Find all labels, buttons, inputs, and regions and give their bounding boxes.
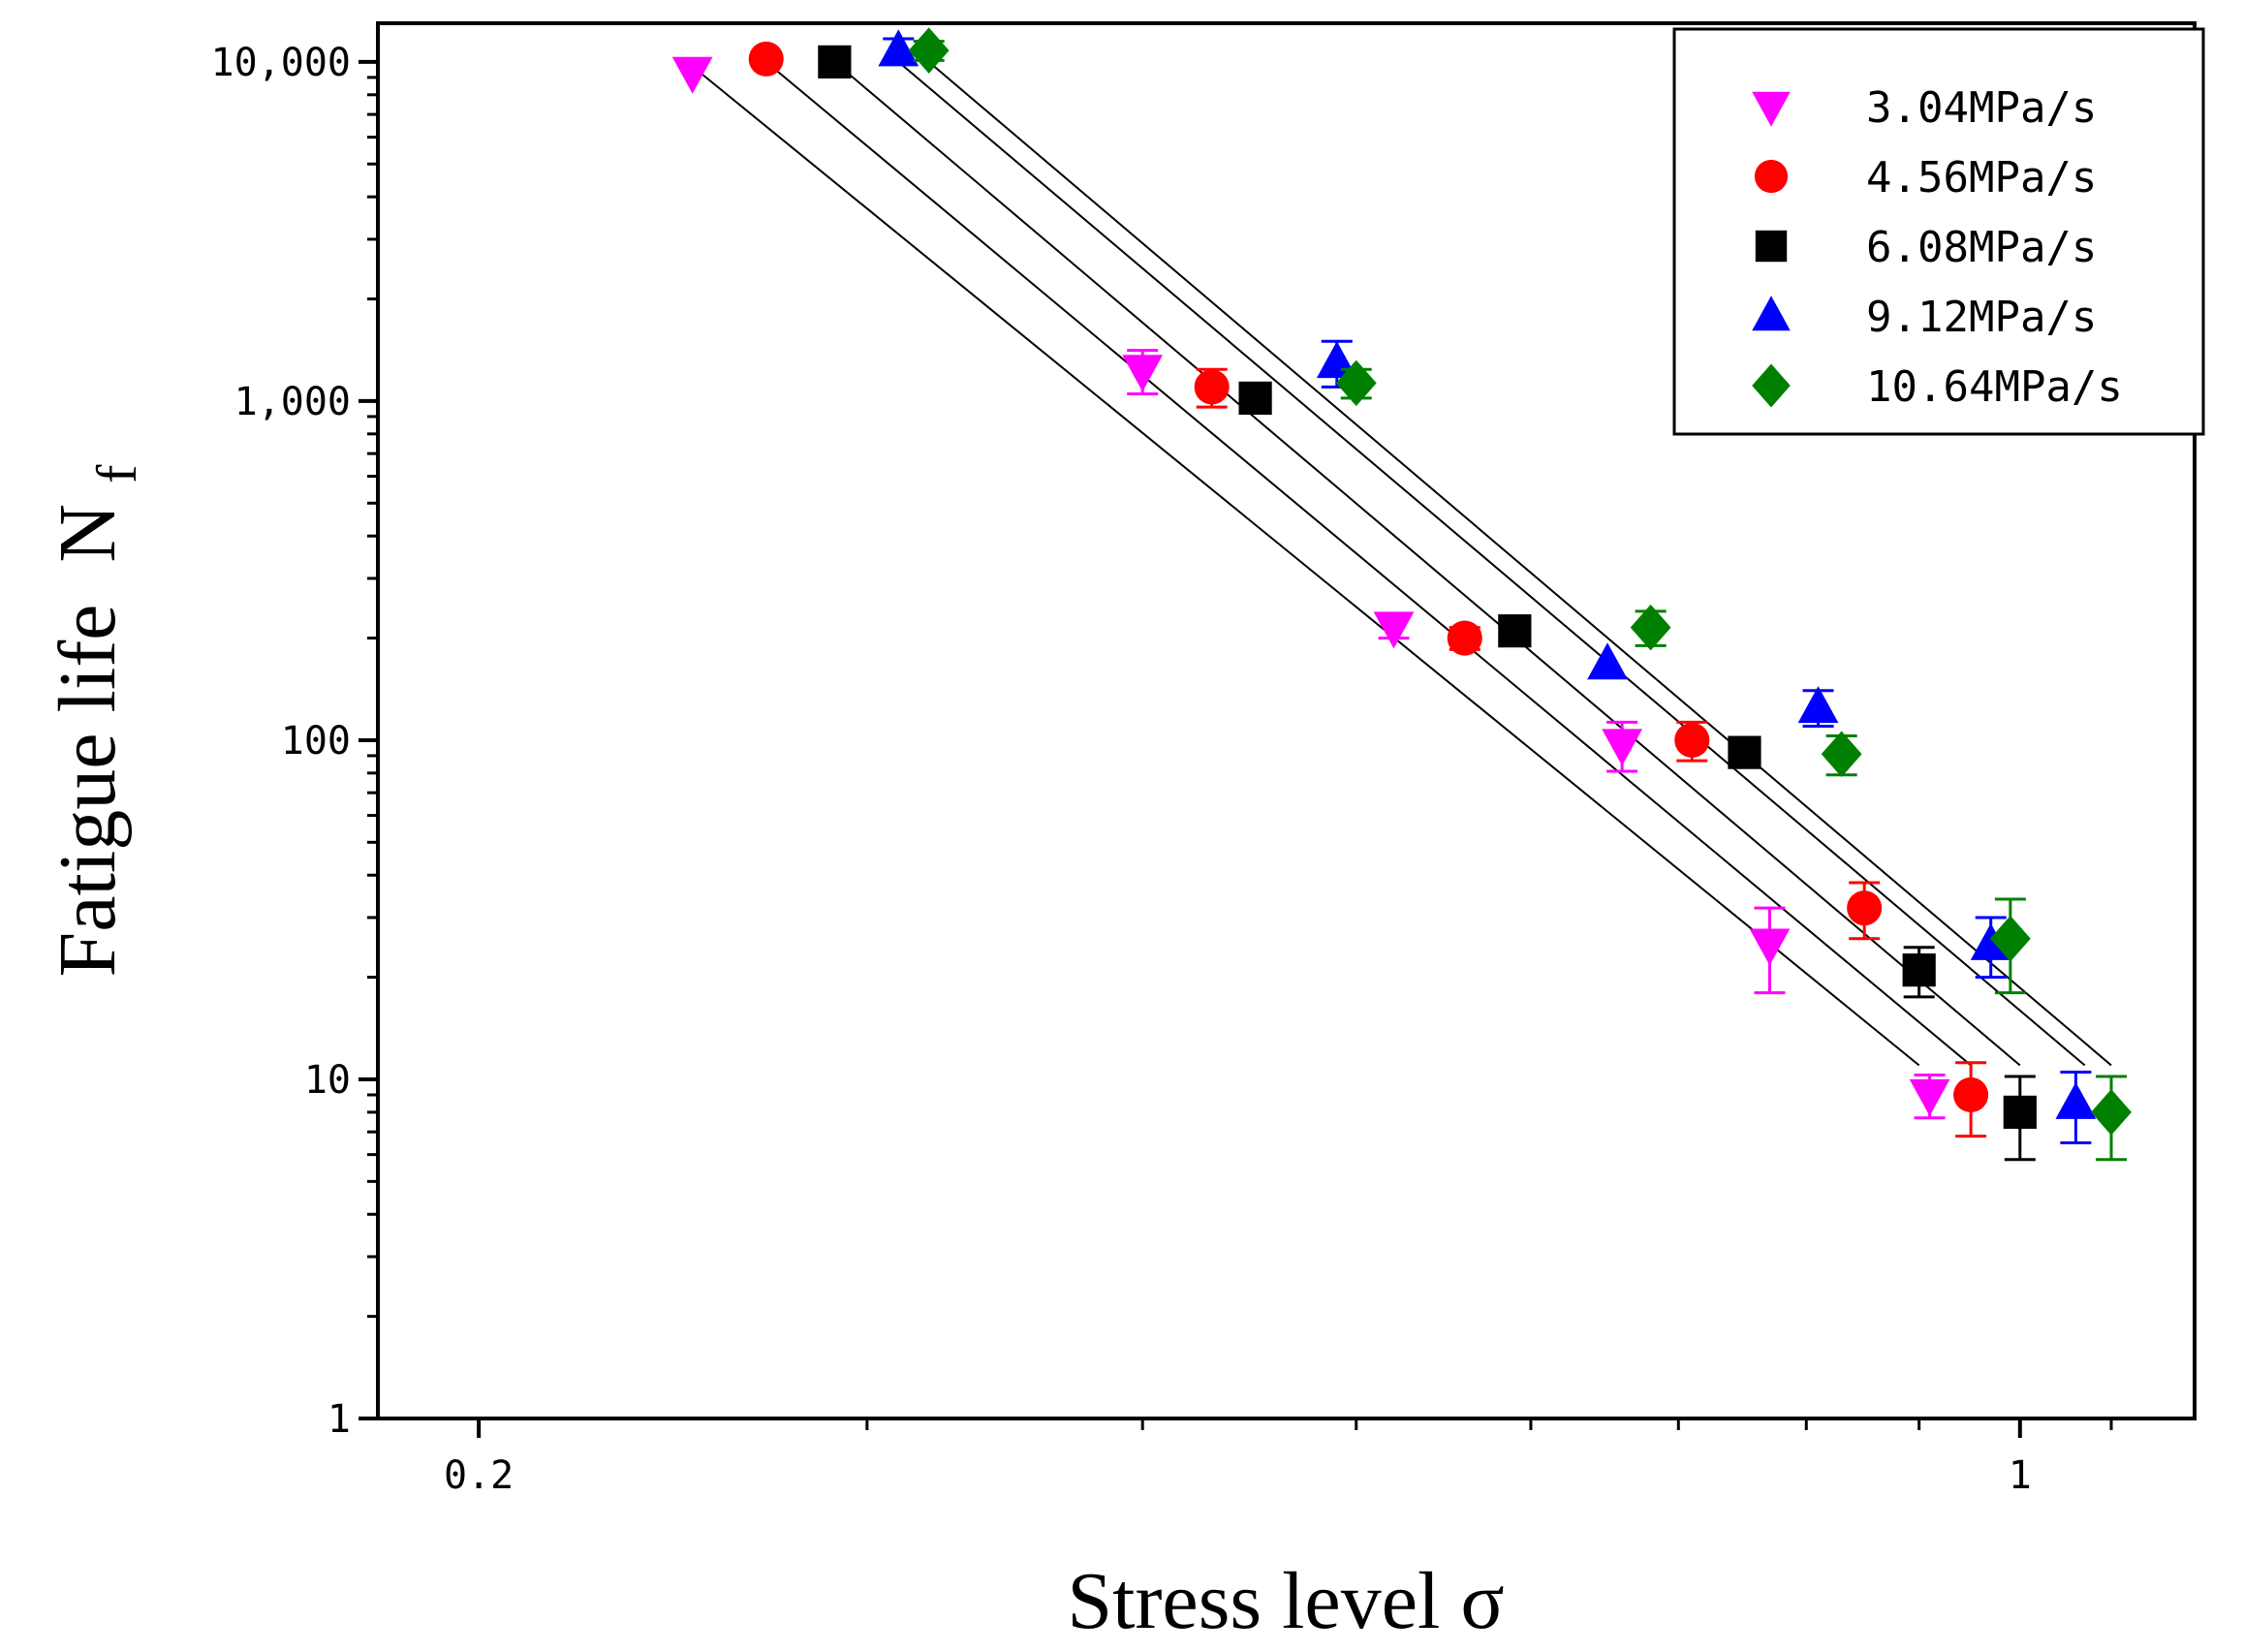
data-point	[1587, 642, 1628, 680]
data-point	[1122, 355, 1164, 392]
y-axis-title-main: Fatigue life	[43, 605, 133, 978]
y-tick-label: 10,000	[211, 41, 352, 85]
data-point	[818, 45, 852, 78]
fit-line	[897, 61, 2086, 1067]
y-tick-label: 1	[327, 1397, 351, 1442]
y-axis-title: Fatigue life N f	[43, 464, 148, 978]
y-axis-title-symbol: N	[43, 504, 133, 563]
data-point	[1335, 359, 1377, 407]
fit-line	[928, 61, 2112, 1067]
legend-marker	[1752, 363, 1791, 408]
data-point	[1373, 611, 1415, 649]
legend-label: 6.08MPa/s	[1866, 223, 2097, 272]
data-point	[1674, 722, 1710, 758]
data-point	[878, 29, 919, 67]
data-point	[1909, 1078, 1950, 1116]
data-point	[1953, 1076, 1989, 1113]
fit-line	[765, 61, 1972, 1067]
legend-label: 10.64MPa/s	[1866, 362, 2123, 412]
legend-label: 3.04MPa/s	[1866, 83, 2097, 133]
x-axis-title: Stress level σ	[1067, 1556, 1504, 1646]
legend: 3.04MPa/s 4.56MPa/s 6.08MPa/s 9.12MPa/s 10.6…	[1672, 27, 2205, 436]
data-point	[748, 41, 784, 77]
legend-marker	[1752, 91, 1791, 127]
data-point	[1447, 620, 1482, 656]
data-point	[671, 56, 713, 94]
fit-lines	[692, 61, 2112, 1067]
legend-label: 4.56MPa/s	[1866, 153, 2097, 203]
data-point	[2003, 1095, 2037, 1129]
y-axis-title-subscript: f	[85, 464, 148, 483]
legend-marker	[1754, 159, 1789, 194]
data-point	[1194, 369, 1230, 405]
y-tick-label: 1,000	[234, 380, 351, 424]
data-point	[1902, 953, 1936, 987]
legend-marker	[1755, 230, 1788, 263]
data-point	[1989, 915, 2031, 962]
data-point	[1728, 735, 1761, 769]
fit-line	[833, 61, 2021, 1067]
axis-ticks: 1 10 100 1,000 10,000 0.2 1	[211, 41, 2113, 1498]
data-point	[1498, 614, 1532, 648]
data-point	[1821, 731, 1862, 778]
y-tick-label: 10	[304, 1058, 351, 1103]
data-point	[1749, 928, 1791, 966]
legend-label: 9.12MPa/s	[1866, 293, 2097, 342]
data-point	[908, 27, 950, 74]
legend-marker	[1752, 296, 1791, 331]
y-tick-label: 100	[281, 719, 351, 764]
data-point	[1602, 729, 1643, 766]
data-marks	[671, 27, 2132, 1162]
data-point	[1797, 686, 1839, 724]
fit-line	[692, 65, 1920, 1067]
data-point	[2091, 1089, 2132, 1136]
x-tick-label: 0.2	[444, 1453, 514, 1498]
x-tick-label: 1	[2009, 1453, 2032, 1498]
data-point	[1630, 604, 1671, 651]
data-point	[1238, 381, 1272, 416]
data-point	[2055, 1081, 2097, 1119]
data-point	[1847, 890, 1883, 926]
plot-frame	[376, 21, 2197, 1420]
